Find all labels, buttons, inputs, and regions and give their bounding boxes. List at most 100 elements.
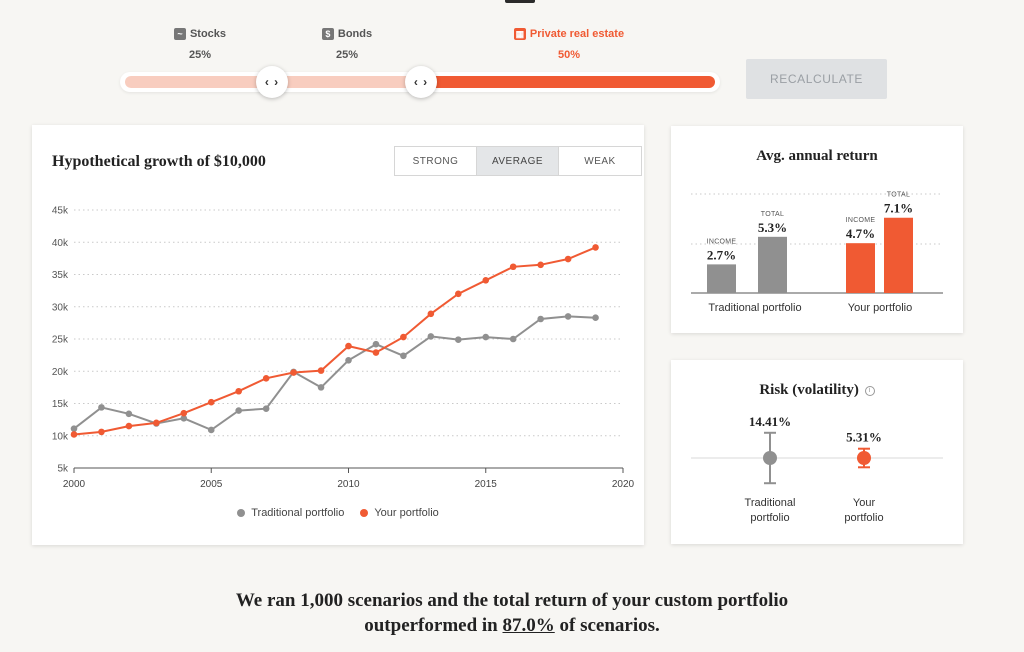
allocation-stocks-label: Stocks [189, 28, 227, 40]
allocation-bonds-label: Bonds [337, 28, 373, 40]
risk-card: Risk (volatility) i 14.41% Traditional por… [671, 360, 963, 544]
risk-label: portfolio [844, 512, 883, 524]
y-tick-label: 45k [52, 206, 69, 217]
data-point-traditional [372, 340, 380, 348]
data-point-yours [509, 263, 517, 271]
data-point-traditional [125, 410, 133, 418]
data-point-traditional [400, 352, 407, 360]
allocation-real-estate-pct: 50% [557, 49, 581, 61]
bar-value-label: 2.7% [707, 247, 736, 262]
data-point-yours [153, 419, 160, 427]
legend-item-traditional: Traditional portfolio [237, 507, 344, 519]
bar-caption: INCOME [846, 217, 876, 224]
risk-value-label: 14.41% [749, 414, 791, 429]
data-point-traditional [317, 384, 325, 391]
data-point-traditional [592, 314, 599, 322]
allocation-real-estate-label: Private real estate [529, 28, 625, 40]
income-bar [707, 264, 736, 293]
data-point-traditional [345, 356, 352, 364]
data-point-yours [235, 387, 242, 395]
allocation-slider[interactable]: ‹ › ‹ › [120, 66, 720, 98]
allocation-stocks: ~ Stocks 25% [170, 28, 230, 61]
y-tick-label: 40k [52, 238, 69, 249]
bar-value-label: 7.1% [884, 201, 913, 216]
risk-title-text: Risk (volatility) [759, 382, 859, 398]
bar-value-label: 4.7% [846, 226, 875, 241]
data-point-yours [262, 375, 270, 382]
y-tick-label: 5k [57, 464, 69, 475]
growth-chart-card: Hypothetical growth of $10,000 STRONG AV… [32, 125, 644, 545]
data-point-yours [372, 349, 380, 356]
data-point-traditional [98, 404, 105, 411]
summary-line-2: outperformed in 87.0% of scenarios. [0, 613, 1024, 638]
x-tick-label: 2005 [200, 479, 223, 490]
x-tick-label: 2000 [63, 479, 86, 490]
data-point-traditional [455, 336, 462, 343]
growth-line-chart: 5k 10k 15k 20k 25k 30k 35k 40k 45k 2000 2005 2010 20… [52, 206, 635, 491]
slider-real-estate-track [423, 76, 715, 88]
risk-label: Traditional [745, 497, 796, 509]
legend-item-yours: Your portfolio [360, 507, 439, 519]
risk-value-label: 5.31% [846, 430, 882, 445]
tab-weak[interactable]: WEAK [559, 147, 641, 175]
scenario-tabs: STRONG AVERAGE WEAK [394, 146, 642, 176]
legend-label: Traditional portfolio [251, 507, 345, 519]
info-icon[interactable]: i [864, 385, 875, 396]
income-bar [846, 243, 875, 293]
bar-caption: INCOME [707, 238, 737, 245]
data-point-yours [592, 244, 599, 251]
y-tick-label: 25k [52, 335, 69, 346]
y-tick-label: 35k [52, 270, 69, 281]
bar-value-label: 5.3% [758, 220, 787, 235]
building-icon: ▦ [513, 28, 526, 40]
chevrons-icon: ‹ › [264, 75, 280, 89]
data-point-traditional [427, 333, 435, 340]
slider-handle-2[interactable]: ‹ › [405, 66, 437, 98]
summary-highlight-value: 87.0% [502, 615, 555, 636]
risk-label: Your [853, 497, 876, 509]
risk-marker [857, 451, 871, 465]
summary-line-1: We ran 1,000 scenarios and the total ret… [235, 590, 789, 611]
series-line-yours [73, 246, 596, 436]
slider-handle-1[interactable]: ‹ › [256, 66, 288, 98]
summary-suffix: of scenarios. [554, 615, 660, 636]
tab-average[interactable]: AVERAGE [477, 147, 559, 175]
data-point-yours [70, 431, 78, 438]
allocation-bonds-pct: 25% [335, 49, 359, 61]
y-tick-label: 15k [52, 399, 69, 410]
risk-label: portfolio [750, 512, 789, 524]
data-point-traditional [207, 426, 215, 434]
y-tick-label: 30k [52, 302, 69, 313]
x-tick-label: 2010 [337, 479, 360, 490]
total-bar [884, 217, 913, 293]
avg-return-card: Avg. annual return INCOME 2.7% TOTAL 5.3% Tr… [671, 126, 963, 333]
data-point-traditional [509, 335, 517, 343]
data-point-yours [98, 428, 105, 436]
risk-title: Risk (volatility) i [671, 382, 963, 399]
top-edge-fragment [505, 0, 535, 3]
data-point-traditional [235, 407, 242, 414]
allocation-stocks-pct: 25% [188, 49, 212, 61]
data-point-yours [400, 333, 407, 341]
data-point-yours [125, 422, 133, 430]
data-point-traditional [180, 415, 188, 422]
y-tick-label: 10k [52, 431, 69, 442]
data-point-yours [317, 367, 325, 374]
avg-return-title: Avg. annual return [756, 148, 878, 164]
tab-strong[interactable]: STRONG [395, 147, 477, 175]
recalculate-button[interactable]: RECALCULATE [746, 59, 887, 99]
data-point-yours [427, 310, 435, 318]
group-label: Traditional portfolio [708, 302, 801, 314]
data-point-traditional [537, 315, 544, 323]
allocation-bonds: $ Bonds 25% [315, 28, 379, 61]
data-point-yours [455, 290, 462, 298]
data-point-yours [345, 342, 352, 350]
data-point-yours [537, 261, 544, 269]
chevrons-icon: ‹ › [413, 75, 429, 89]
y-tick-label: 20k [52, 367, 69, 378]
data-point-traditional [70, 425, 78, 432]
series-line-traditional [73, 315, 596, 432]
total-bar [758, 236, 787, 293]
risk-volatility-chart: 14.41% Traditional portfolio 5.31% Your portf… [691, 414, 943, 524]
data-point-traditional [564, 313, 572, 320]
